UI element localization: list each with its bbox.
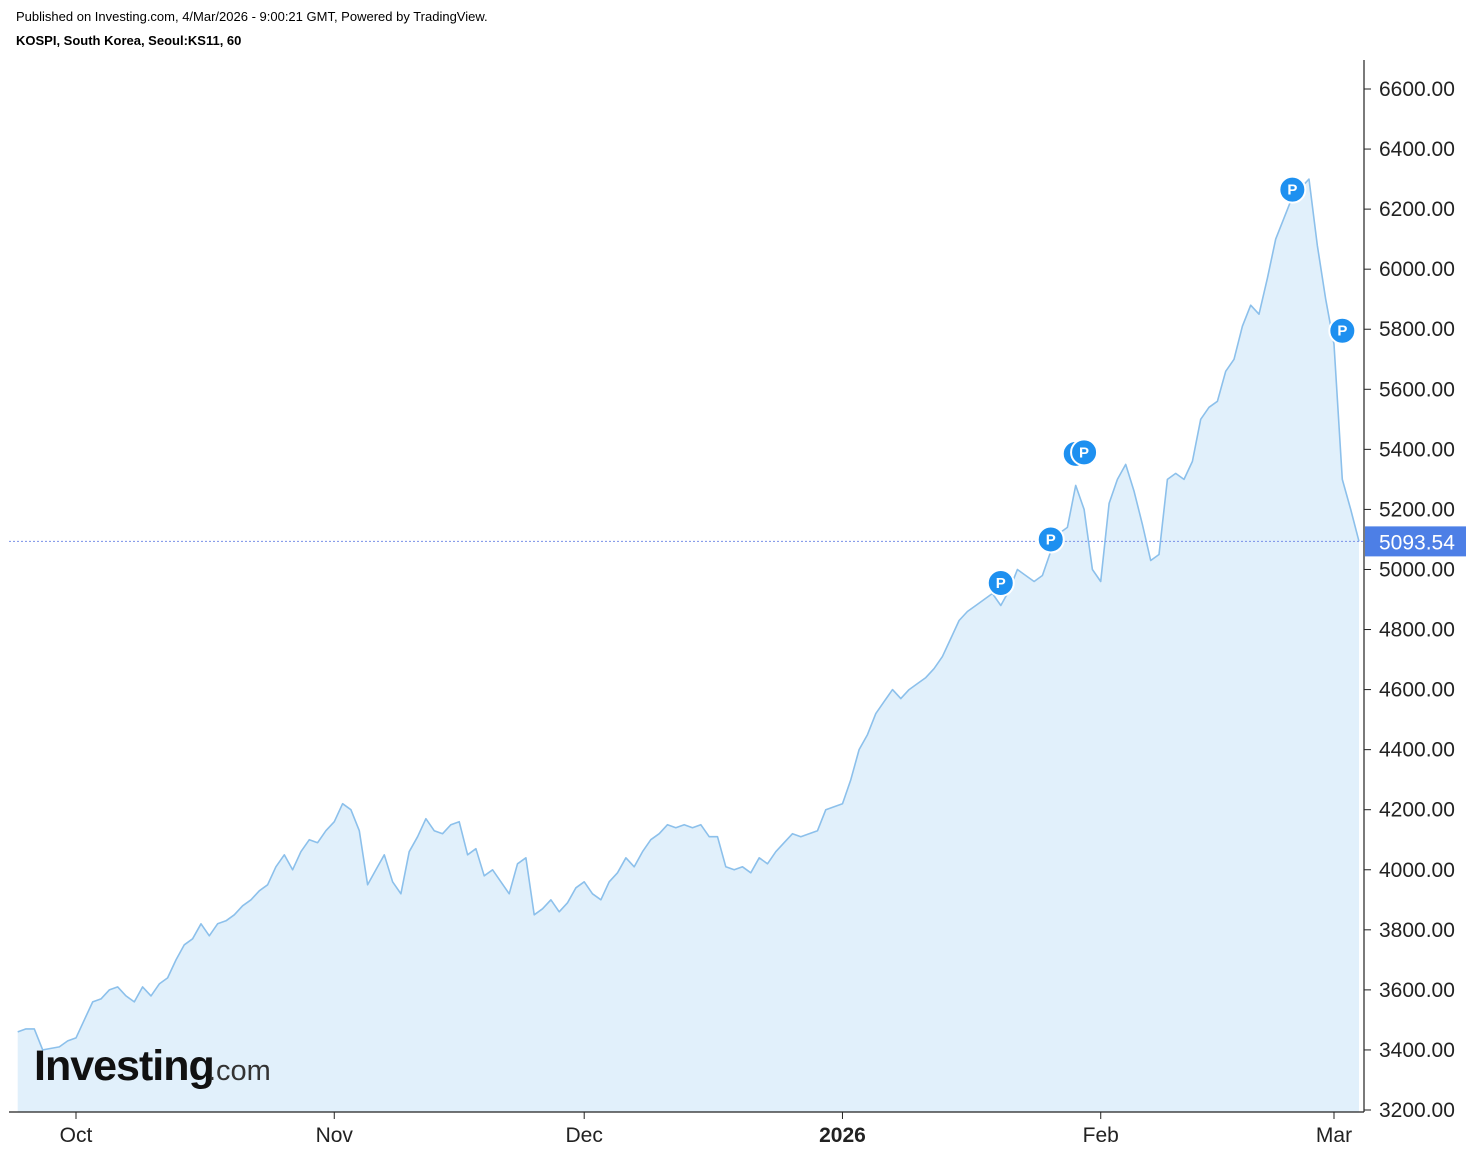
y-tick-label: 4600.00: [1379, 679, 1455, 702]
y-tick-label: 5000.00: [1379, 558, 1455, 581]
event-markers: PPPPPP: [986, 175, 1357, 597]
x-tick-label: Dec: [566, 1124, 603, 1147]
axes: 3200.00 3400.00 3600.00 3800.00 4000.00 4200.…: [9, 60, 1466, 1147]
marker-label: P: [1287, 182, 1297, 199]
x-tick-label: Mar: [1316, 1124, 1352, 1147]
y-tick-label: 5400.00: [1379, 438, 1455, 461]
y-tick-label: 5600.00: [1379, 378, 1455, 401]
y-tick-label: 4400.00: [1379, 739, 1455, 762]
x-tick-label: Oct: [60, 1124, 93, 1147]
series-line: [17, 178, 1360, 1051]
y-tick-label: 3800.00: [1379, 919, 1455, 942]
y-tick-label: 5200.00: [1379, 498, 1455, 521]
y-tick-label: 6200.00: [1379, 198, 1455, 221]
chart-title: KOSPI, South Korea, Seoul:KS11, 60: [16, 33, 242, 48]
marker-p[interactable]: P: [1070, 438, 1099, 467]
marker-circle: [986, 568, 1015, 597]
marker-label: P: [1079, 444, 1089, 461]
published-info: Published on Investing.com, 4/Mar/2026 -…: [16, 9, 488, 24]
x-tick-label: Nov: [316, 1124, 354, 1147]
last-price-label: 5093.54: [1379, 531, 1455, 554]
y-tick-label: 3400.00: [1379, 1039, 1455, 1062]
marker-p[interactable]: P: [1036, 525, 1065, 554]
series-area: [17, 179, 1360, 1113]
y-tick-label: 6600.00: [1379, 78, 1455, 101]
investing-logo: Investing .com: [34, 1042, 271, 1090]
plot-area: [9, 178, 1364, 1113]
logo-suffix: .com: [208, 1055, 271, 1087]
y-tick-label: 4000.00: [1379, 859, 1455, 882]
y-tick-label: 6000.00: [1379, 258, 1455, 281]
marker-label: P: [1337, 323, 1347, 340]
y-tick-label: 3200.00: [1379, 1099, 1455, 1122]
marker-label: P: [1046, 531, 1056, 548]
logo-text: Investing: [34, 1042, 214, 1090]
marker-circle: [1278, 175, 1307, 204]
y-tick-label: 4800.00: [1379, 619, 1455, 642]
x-tick-label: Feb: [1083, 1124, 1119, 1147]
y-tick-label: 3600.00: [1379, 979, 1455, 1002]
marker-p[interactable]: P: [986, 568, 1015, 597]
y-tick-label: 6400.00: [1379, 138, 1455, 161]
marker-circle: [1328, 316, 1357, 345]
marker-p[interactable]: P: [1278, 175, 1307, 204]
y-tick-label: 4200.00: [1379, 799, 1455, 822]
y-tick-label: 5800.00: [1379, 318, 1455, 341]
marker-circle: [1036, 525, 1065, 554]
marker-p[interactable]: P: [1328, 316, 1357, 345]
marker-circle: [1070, 438, 1099, 467]
marker-label: P: [996, 575, 1006, 592]
last-price-badge: [1365, 526, 1466, 557]
x-tick-label: 2026: [819, 1124, 866, 1147]
